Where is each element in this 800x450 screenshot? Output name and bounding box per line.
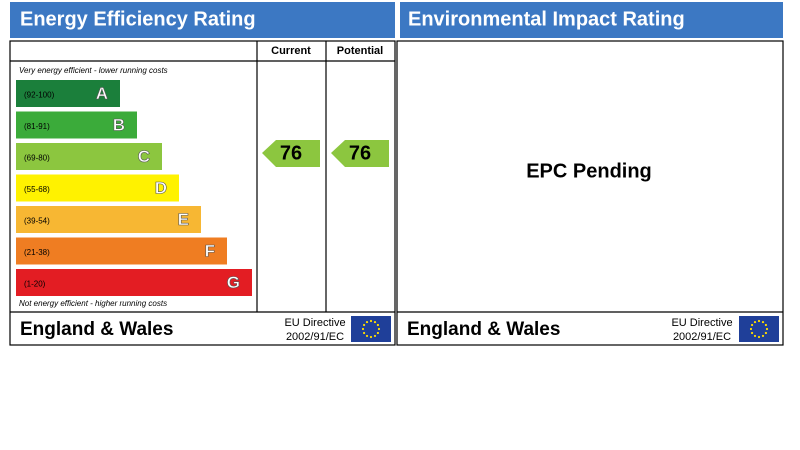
band-range: (92-100) <box>24 91 55 100</box>
frame <box>9 40 784 346</box>
eu-star <box>749 327 753 331</box>
band-range: (21-38) <box>24 248 50 257</box>
directive: EU Directive <box>284 317 345 329</box>
current-rating: 76 <box>280 142 302 164</box>
region: England & Wales <box>407 319 560 340</box>
eu-star <box>750 331 754 335</box>
eu-star <box>761 334 765 338</box>
eu-star <box>361 327 365 331</box>
panel-title: Environmental Impact Rating <box>408 8 685 30</box>
eu-star <box>365 320 369 324</box>
eu-star <box>365 334 369 338</box>
panel-title: Energy Efficiency Rating <box>20 8 256 30</box>
band <box>16 237 227 265</box>
eu-star <box>761 320 765 324</box>
current-arrow <box>262 140 320 167</box>
directive-code: 2002/91/EC <box>286 331 344 343</box>
band <box>16 174 179 202</box>
eu-flag <box>351 316 391 342</box>
band <box>16 111 137 139</box>
band-range: (1-20) <box>24 280 46 289</box>
potential-rating: 76 <box>349 142 371 164</box>
band-range: (69-80) <box>24 154 50 163</box>
eu-star <box>362 331 366 335</box>
band-letter: F <box>205 241 215 260</box>
header-bar <box>10 2 395 38</box>
band-letter: B <box>113 115 125 134</box>
bottom-note: Not energy efficient - higher running co… <box>19 299 167 308</box>
top-note: Very energy efficient - lower running co… <box>19 66 168 75</box>
eu-star <box>750 323 754 327</box>
eu-star <box>373 320 377 324</box>
column-header: Potential <box>337 45 383 57</box>
eu-star <box>369 319 373 323</box>
header-bar <box>400 2 783 38</box>
band-letter: C <box>138 147 150 166</box>
eu-star <box>373 334 377 338</box>
column-header: Current <box>271 45 311 57</box>
band-range: (55-68) <box>24 185 50 194</box>
eu-star <box>362 323 366 327</box>
directive-code: 2002/91/EC <box>673 331 731 343</box>
eu-star <box>753 334 757 338</box>
band <box>16 143 162 170</box>
eu-star <box>757 319 761 323</box>
band-letter: A <box>96 84 108 103</box>
eu-star <box>376 323 380 327</box>
band <box>16 269 252 296</box>
eu-star <box>753 320 757 324</box>
eu-star <box>377 327 381 331</box>
eu-star <box>765 327 769 331</box>
eu-flag <box>739 316 779 342</box>
directive: EU Directive <box>671 317 732 329</box>
band <box>16 206 201 233</box>
band-range: (81-91) <box>24 122 50 131</box>
band-letter: D <box>155 178 167 197</box>
region: England & Wales <box>20 319 173 340</box>
eu-star <box>376 331 380 335</box>
eu-star <box>764 331 768 335</box>
band-letter: G <box>227 273 240 292</box>
eu-star <box>369 335 373 339</box>
eu-star <box>757 335 761 339</box>
potential-arrow <box>331 140 389 167</box>
band <box>16 80 120 107</box>
band-range: (39-54) <box>24 217 50 226</box>
status: EPC Pending <box>526 160 652 182</box>
eu-star <box>764 323 768 327</box>
band-letter: E <box>178 210 189 229</box>
